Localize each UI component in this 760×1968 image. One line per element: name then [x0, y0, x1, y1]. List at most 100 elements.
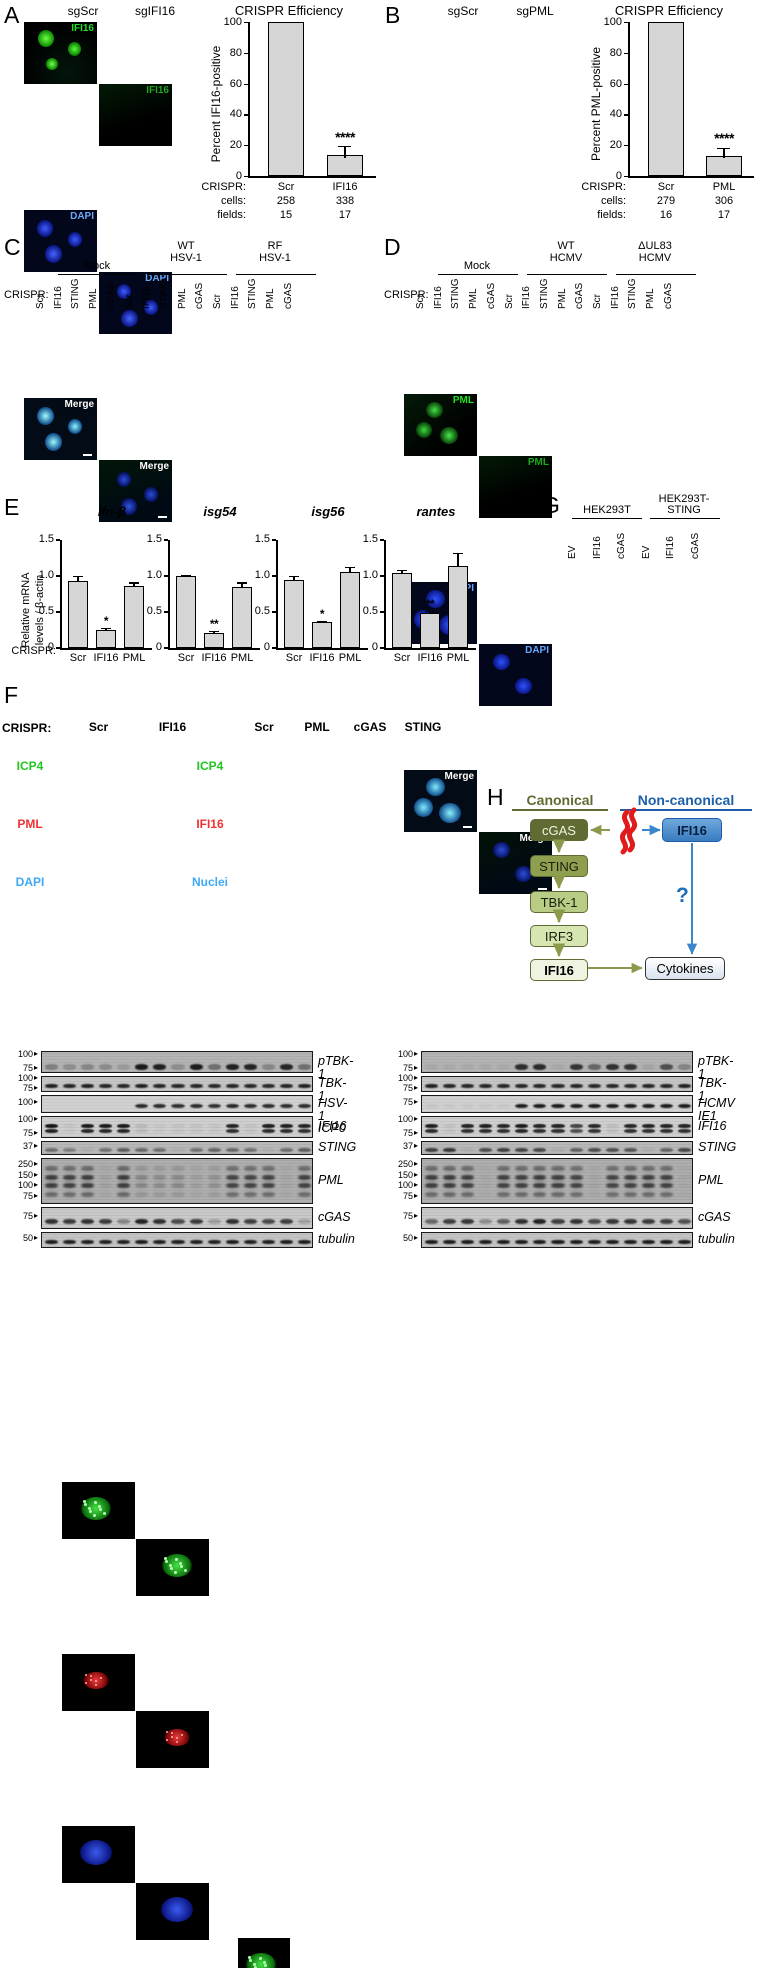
mw-marker: 75 [22, 1083, 33, 1094]
blot-strip [421, 1141, 693, 1155]
panel-b-tag-merge: Merge [444, 771, 474, 782]
blot-name: IFI16 [318, 1119, 347, 1133]
panel-b-y-axis [628, 22, 630, 176]
panel-d-group-2-line2: HCMV [638, 252, 672, 264]
x-tick-label: PML [446, 652, 470, 664]
significance-marker: ** [425, 596, 435, 611]
blot-strip [421, 1158, 693, 1204]
panel-d-group-0-line2: Mock [463, 260, 491, 272]
mw-arrow-icon: ▸ [34, 1233, 39, 1243]
panel-a-ytick-20: 20 [229, 139, 242, 152]
y-tick-label: 0.5 [146, 605, 162, 617]
y-tick [164, 575, 168, 577]
panel-a-letter: A [4, 2, 20, 28]
mw-marker: 75 [402, 1083, 413, 1094]
lane-label: Scr [415, 294, 426, 309]
blot-strip [421, 1095, 693, 1113]
y-axis [384, 540, 386, 648]
panel-a-image-scr-ifi16: IFI16 [24, 22, 97, 84]
lane-label: cGAS [485, 282, 497, 309]
blot-strip [41, 1095, 313, 1113]
mw-marker: 100 [17, 1113, 33, 1124]
chart-title: rantes [416, 504, 456, 519]
mw-arrow-icon: ▸ [414, 1190, 419, 1200]
panel-a-ytick-60: 60 [229, 77, 242, 90]
panel-a-tag-merge: Merge [64, 399, 94, 410]
chart-title: ifn-β [97, 504, 127, 519]
column-header: cGAS [353, 720, 387, 734]
blot-strip [41, 1116, 313, 1138]
blot-name: cGAS [698, 1210, 731, 1224]
panel-a-table-c1-r1: 338 [335, 195, 355, 207]
lane-label: STING [627, 278, 639, 309]
blot-name: PML [318, 1173, 344, 1187]
lane-label: Scr [123, 294, 135, 309]
panel-b-table-c0-r2: 16 [659, 209, 673, 221]
y-tick [164, 611, 168, 613]
y-tick [380, 611, 384, 613]
panel-e-crispr-label: CRISPR: [11, 645, 56, 657]
panel-a-tag-ifi16: IFI16 [71, 23, 94, 34]
mw-marker: 100 [397, 1180, 413, 1191]
lane-label: PML [176, 288, 188, 309]
panel-a-table-c0-r2: 15 [279, 209, 293, 221]
panel-b-table-c0-r1: 279 [656, 195, 676, 207]
blot-name: cGAS [318, 1210, 351, 1224]
panel-b-bar-pml [706, 155, 742, 176]
lane-label: IFI16 [665, 536, 676, 559]
error-bar-cap [129, 582, 139, 584]
panel-h-node-tbk1: TBK-1 [530, 891, 588, 913]
row-label: DAPI [15, 874, 45, 889]
y-axis [168, 540, 170, 648]
row-label: PML [17, 816, 43, 831]
panel-a-sig-ifi16: **** [335, 129, 355, 145]
panel-b-col-header-0: sgScr [447, 4, 479, 18]
panel-b-image-sgpml-pml: PML [479, 456, 552, 518]
mw-marker: 75 [22, 1210, 33, 1221]
mw-marker: 50 [402, 1233, 413, 1244]
bar [392, 573, 412, 648]
y-tick-label: 0 [263, 641, 270, 653]
panel-b-ytick-100: 100 [603, 16, 622, 28]
bar [448, 565, 468, 648]
mw-marker: 75 [402, 1128, 413, 1139]
panel-b-col-header-1: sgPML [516, 4, 554, 18]
y-tick-label: 1.0 [146, 569, 162, 581]
bar [124, 586, 144, 648]
panel-g-group-0-line2: HEK293T [583, 504, 631, 516]
blot-strip [421, 1051, 693, 1073]
mw-marker: 75 [402, 1190, 413, 1201]
mw-arrow-icon: ▸ [414, 1113, 419, 1123]
lane-label: PML [265, 288, 277, 309]
panel-a-tag-merge-b: Merge [139, 461, 169, 472]
mw-arrow-icon: ▸ [414, 1097, 419, 1107]
error-bar [349, 566, 351, 573]
error-bar-cap [181, 575, 191, 577]
panel-b-image-sgpml-dapi: DAPI [479, 644, 552, 706]
mw-marker: 75 [22, 1190, 33, 1201]
lane-label: IFI16 [52, 286, 64, 309]
panel-a-col-header-1: sgIFI16 [134, 4, 176, 18]
panel-b-x-axis [628, 176, 754, 178]
x-tick-label: IFI16 [93, 652, 119, 664]
bar [176, 576, 196, 648]
panel-b-ytick-0: 0 [615, 170, 622, 182]
lane-label: Scr [35, 294, 46, 309]
panel-h-node-cytokines: Cytokines [645, 957, 725, 980]
panel-a-ytick-40: 40 [229, 108, 242, 121]
panel-b-table-c1-r0: PML [712, 181, 736, 193]
x-tick-label: PML [122, 652, 146, 664]
x-tick-label: IFI16 [417, 652, 443, 664]
mw-marker: 50 [22, 1233, 33, 1244]
panel-h-letter: H [487, 784, 504, 810]
mw-arrow-icon: ▸ [34, 1128, 39, 1138]
lane-label: IFI16 [229, 286, 241, 309]
panel-h-header-canonical: Canonical [512, 792, 608, 811]
blot-name: STING [318, 1140, 357, 1154]
column-header: PML [304, 720, 330, 734]
mw-marker: 75 [22, 1063, 33, 1074]
panel-c-group-2-line2: HSV-1 [259, 252, 291, 264]
error-bar-cap [453, 552, 463, 555]
panel-c-group-1-line2: HSV-1 [170, 252, 202, 264]
panel-b-bar-scr [648, 22, 684, 176]
